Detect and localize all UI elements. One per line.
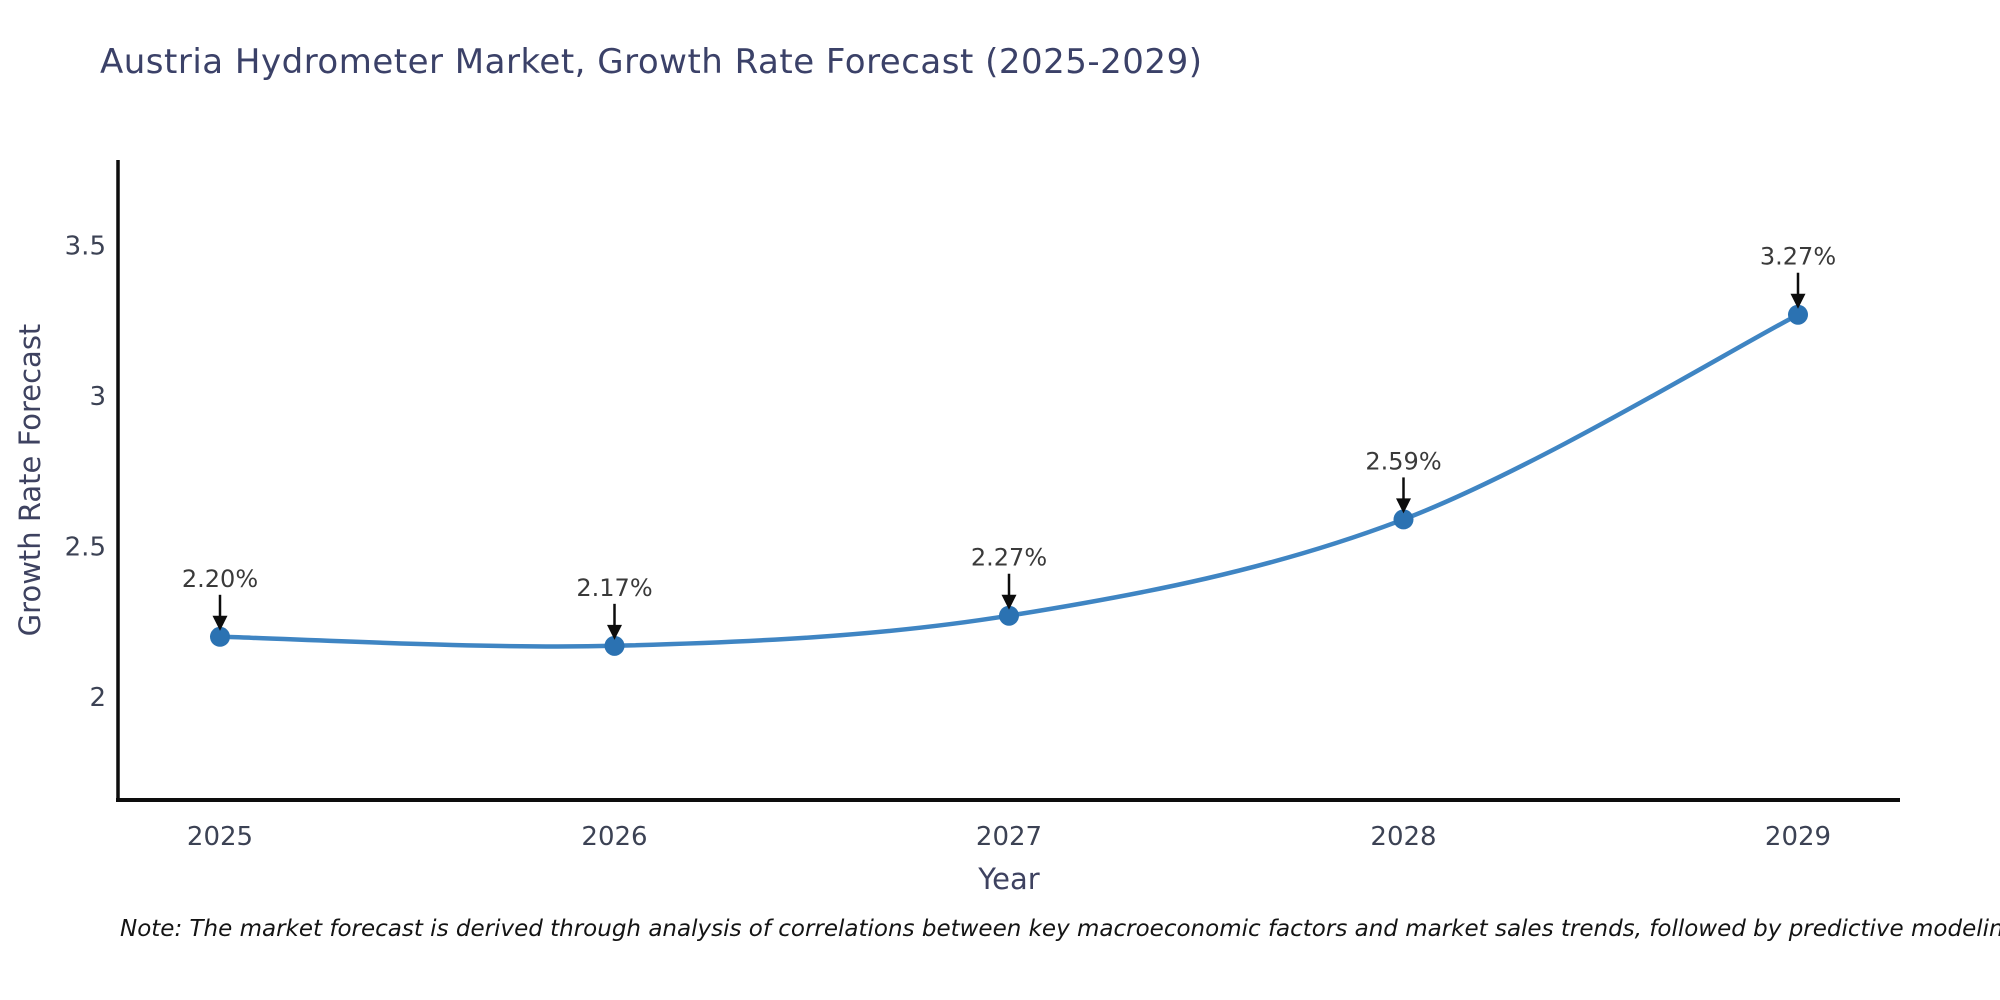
annotation-arrow-head [1790,293,1806,309]
data-point-label: 2.27% [971,544,1047,572]
annotation-arrow-head [1396,498,1411,514]
data-point-label: 2.59% [1365,447,1441,475]
data-point-marker [1393,509,1414,530]
y-tick-label: 2 [89,683,106,713]
data-point-marker [1788,304,1808,325]
x-tick-label: 2026 [581,822,647,852]
data-point-label: 3.27% [1760,243,1836,271]
x-tick-label: 2027 [976,822,1042,852]
annotation-arrow-head [607,624,622,640]
data-point-marker [999,605,1019,626]
x-tick-label: 2028 [1370,822,1436,852]
x-tick-label: 2029 [1765,822,1831,852]
y-tick-label: 3 [89,382,106,412]
data-point-marker [604,635,625,656]
data-point-label: 2.17% [576,574,652,602]
x-axis-title: Year [978,862,1040,896]
data-point-marker [210,626,230,647]
y-tick-label: 3.5 [65,232,106,262]
footnote: Note: The market forecast is derived thr… [120,916,2000,942]
y-tick-label: 2.5 [65,533,106,563]
x-tick-label: 2025 [187,822,253,852]
chart-title: Austria Hydrometer Market, Growth Rate F… [100,42,1203,82]
annotation-arrow-head [1001,594,1017,610]
data-point-label: 2.20% [182,565,258,593]
annotation-arrow-head [212,615,228,631]
